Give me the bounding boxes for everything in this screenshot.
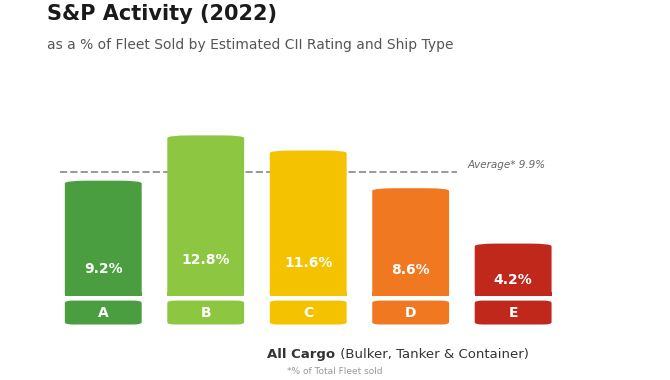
Bar [475, 292, 551, 296]
Text: (Bulker, Tanker & Container): (Bulker, Tanker & Container) [336, 348, 529, 361]
Text: All Cargo: All Cargo [267, 348, 335, 361]
Bar [373, 292, 449, 296]
Text: as a % of Fleet Sold by Estimated CII Rating and Ship Type: as a % of Fleet Sold by Estimated CII Ra… [47, 38, 454, 52]
Text: 4.2%: 4.2% [494, 273, 533, 287]
Text: E: E [509, 306, 518, 320]
Bar [270, 292, 346, 296]
FancyBboxPatch shape [168, 301, 244, 325]
FancyBboxPatch shape [373, 301, 449, 325]
FancyBboxPatch shape [270, 150, 346, 296]
FancyBboxPatch shape [168, 135, 244, 296]
Text: S&P Activity (2022): S&P Activity (2022) [47, 4, 277, 24]
Text: 9.2%: 9.2% [84, 261, 123, 276]
FancyBboxPatch shape [65, 180, 141, 296]
Text: D: D [405, 306, 417, 320]
Bar [168, 292, 244, 296]
Text: 8.6%: 8.6% [391, 263, 430, 277]
FancyBboxPatch shape [65, 301, 141, 325]
Bar [65, 292, 141, 296]
Text: 11.6%: 11.6% [284, 256, 332, 270]
FancyBboxPatch shape [475, 301, 551, 325]
Text: 12.8%: 12.8% [182, 253, 230, 268]
Text: C: C [303, 306, 314, 320]
Text: A: A [98, 306, 109, 320]
Text: Average* 9.9%: Average* 9.9% [468, 160, 545, 170]
Text: B: B [200, 306, 211, 320]
Text: *% of Total Fleet sold: *% of Total Fleet sold [287, 367, 383, 376]
FancyBboxPatch shape [475, 244, 551, 296]
FancyBboxPatch shape [270, 301, 346, 325]
FancyBboxPatch shape [373, 188, 449, 296]
